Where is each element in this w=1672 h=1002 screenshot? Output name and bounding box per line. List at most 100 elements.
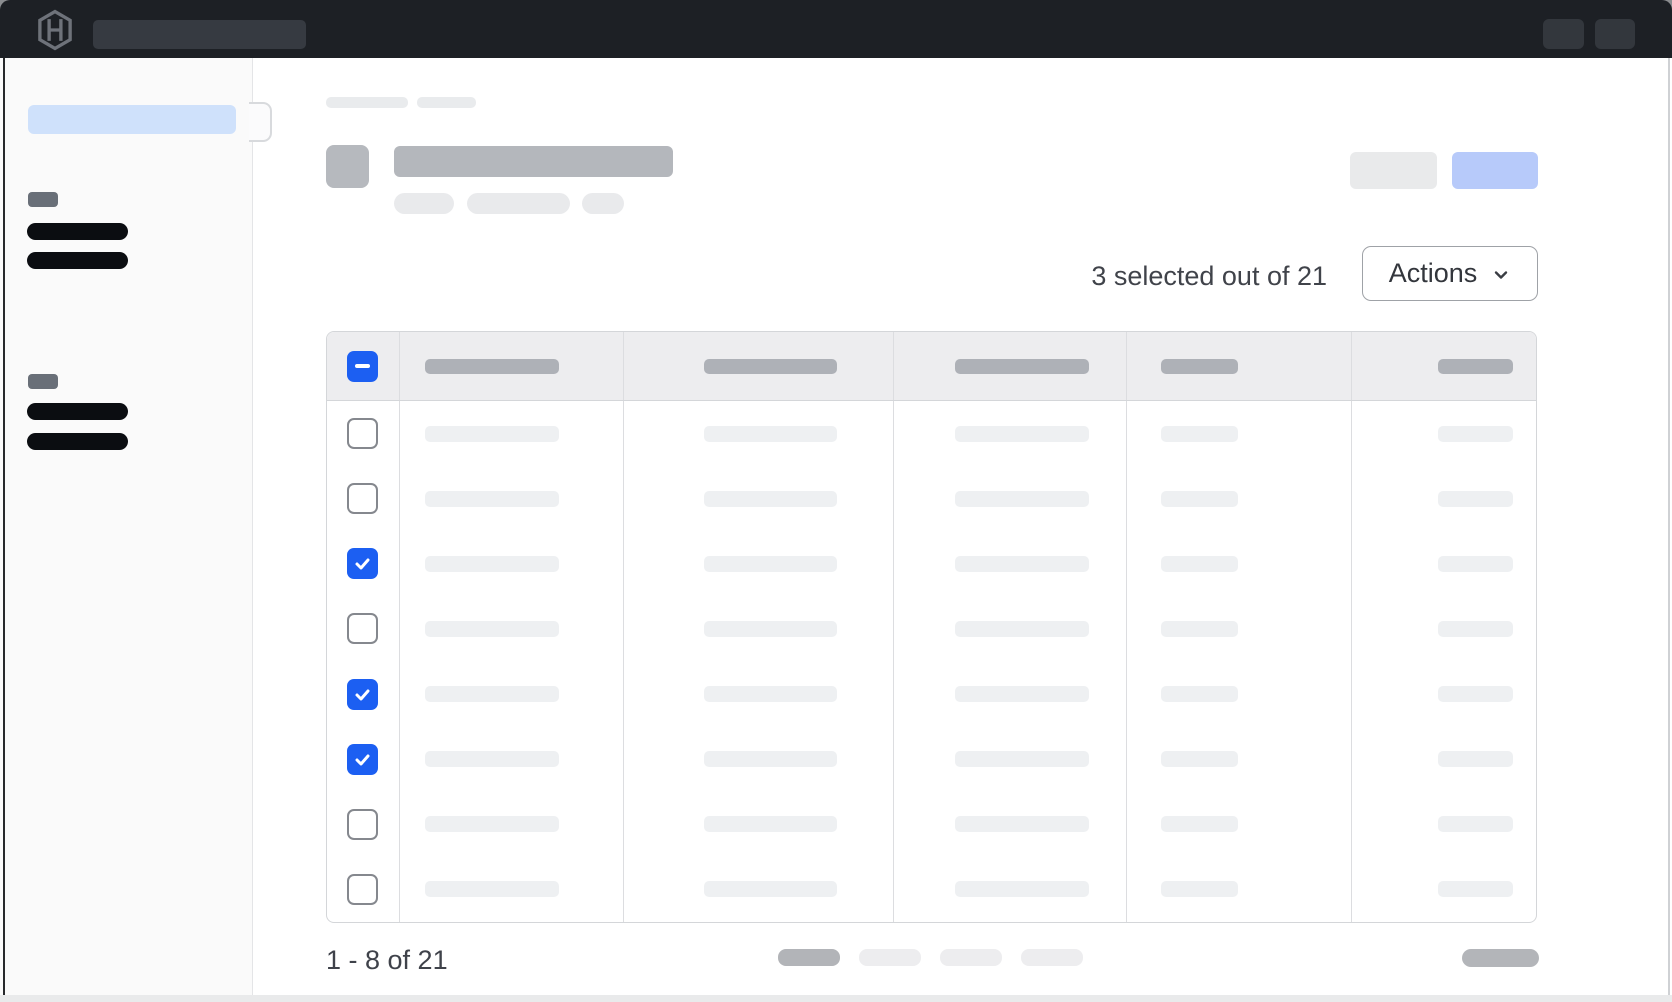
row-cell [1127,596,1352,662]
check-icon [355,754,370,766]
row-cell [894,661,1127,727]
select-all-checkbox[interactable] [347,350,378,382]
row-checkbox-cell [327,596,400,662]
cell-skeleton [955,816,1089,833]
row-cell [1127,531,1352,597]
cell-skeleton [704,620,837,637]
pagination-page-skeleton[interactable] [940,949,1002,966]
row-checkbox[interactable] [347,483,378,515]
pagination-page-skeleton[interactable] [859,949,921,966]
row-checkbox[interactable] [347,548,378,580]
cell-skeleton [425,620,559,637]
table-row [327,466,1536,532]
check-icon [355,558,370,570]
sidebar-item-skeleton[interactable] [27,433,128,450]
cell-skeleton [955,425,1089,442]
window-bottom-edge [0,995,1672,1002]
column-header-skeleton [704,358,837,374]
row-cell [894,726,1127,792]
row-cell [1352,792,1536,857]
cell-skeleton [425,425,559,442]
row-checkbox-cell [327,401,400,467]
row-checkbox-cell [327,856,400,922]
actions-button-label: Actions [1388,258,1478,288]
header-cell [1127,332,1352,400]
breadcrumb-skeleton-2[interactable] [417,97,476,108]
actions-button[interactable]: Actions [1362,246,1538,301]
cell-skeleton [425,555,559,572]
row-cell [624,596,894,662]
row-cell [624,726,894,792]
breadcrumb-skeleton-1[interactable] [326,97,408,108]
sidebar-item-skeleton[interactable] [27,403,128,420]
header-checkbox-cell [327,332,400,400]
row-cell [400,661,624,727]
row-cell [400,726,624,792]
sidebar-item-skeleton[interactable] [27,223,128,240]
cell-skeleton [1161,425,1238,442]
page-icon-skeleton [326,145,369,188]
row-cell [400,531,624,597]
pagination-range-label: 1 - 8 of 21 [326,945,448,975]
cell-skeleton [1438,620,1513,637]
secondary-button-skeleton[interactable] [1350,152,1437,189]
row-cell [894,531,1127,597]
cell-skeleton [1438,555,1513,572]
table-row [327,401,1536,467]
pagination-next-skeleton[interactable] [1462,949,1539,967]
row-cell [1127,466,1352,532]
row-cell [400,401,624,467]
header-cell [1352,332,1536,400]
cell-skeleton [1161,686,1238,703]
row-cell [624,466,894,532]
badge-skeleton-3 [582,193,624,214]
row-checkbox[interactable] [347,873,378,905]
row-cell [400,856,624,922]
pagination-page-skeleton[interactable] [1021,949,1083,966]
row-checkbox[interactable] [347,678,378,710]
window-left-edge [3,58,5,995]
column-header-skeleton [1438,358,1513,374]
row-cell [1352,662,1536,727]
navbar-button-skeleton-1[interactable] [1543,19,1584,49]
column-header-skeleton [955,358,1089,374]
row-checkbox[interactable] [347,743,378,775]
navbar-search-skeleton[interactable] [93,20,306,49]
cell-skeleton [1161,490,1238,507]
row-cell [1352,531,1536,596]
cell-skeleton [1438,751,1513,768]
row-checkbox[interactable] [347,418,378,450]
row-cell [400,596,624,662]
table-row [327,531,1536,597]
sidebar-section-label-skeleton [28,192,58,207]
sidebar-active-item-skeleton[interactable] [28,105,236,134]
table-row [327,791,1536,857]
pagination-pages [778,949,1083,966]
cell-skeleton [1161,555,1238,572]
table-row [327,596,1536,662]
row-checkbox-cell [327,466,400,532]
pagination-page-skeleton[interactable] [778,949,840,966]
row-cell [624,661,894,727]
sidebar-item-skeleton[interactable] [27,252,128,269]
cell-skeleton [425,751,559,768]
row-cell [1127,856,1352,922]
cell-skeleton [1161,816,1238,833]
window-right-edge [1668,58,1670,995]
row-checkbox[interactable] [347,613,378,645]
table-body [327,401,1536,922]
cell-skeleton [425,686,559,703]
row-cell [894,791,1127,857]
row-checkbox[interactable] [347,808,378,840]
row-cell [400,466,624,532]
hashicorp-logo-icon [38,9,72,51]
sidebar-collapse-toggle[interactable] [249,102,272,142]
navbar-button-skeleton-2[interactable] [1595,19,1635,49]
cell-skeleton [704,751,837,768]
row-cell [1127,791,1352,857]
page-title-skeleton [394,146,673,177]
cell-skeleton [704,425,837,442]
column-header-skeleton [1161,358,1238,374]
cell-skeleton [1438,686,1513,703]
primary-button-skeleton[interactable] [1452,152,1538,189]
